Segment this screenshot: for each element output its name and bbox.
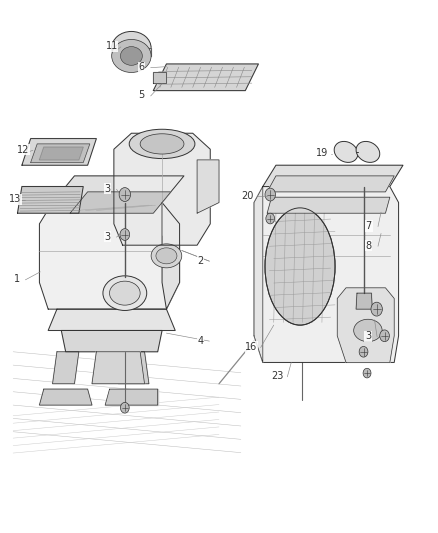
Polygon shape — [39, 147, 83, 160]
Text: 11: 11 — [106, 42, 118, 51]
Circle shape — [266, 213, 275, 224]
Polygon shape — [92, 352, 145, 384]
Text: 20: 20 — [241, 191, 254, 200]
Ellipse shape — [356, 141, 380, 163]
Polygon shape — [53, 176, 184, 203]
Polygon shape — [31, 144, 90, 163]
Text: 3: 3 — [104, 184, 110, 193]
Ellipse shape — [265, 208, 335, 325]
Polygon shape — [112, 48, 151, 56]
Ellipse shape — [353, 319, 382, 342]
Ellipse shape — [110, 281, 140, 305]
Circle shape — [359, 346, 368, 357]
Ellipse shape — [103, 276, 147, 310]
Text: 16: 16 — [245, 342, 258, 352]
Text: 19: 19 — [316, 148, 328, 158]
Ellipse shape — [334, 141, 358, 163]
Polygon shape — [267, 176, 394, 192]
Polygon shape — [61, 330, 162, 352]
Text: 4: 4 — [197, 336, 203, 345]
Ellipse shape — [156, 248, 177, 264]
Text: 3: 3 — [365, 332, 371, 341]
Polygon shape — [48, 309, 175, 330]
Text: 2: 2 — [198, 256, 204, 265]
Text: 3: 3 — [104, 232, 110, 241]
Ellipse shape — [140, 134, 184, 154]
Text: 5: 5 — [138, 91, 145, 100]
Polygon shape — [70, 192, 171, 213]
Polygon shape — [53, 352, 79, 384]
Ellipse shape — [348, 314, 388, 346]
Ellipse shape — [112, 31, 151, 64]
Circle shape — [371, 302, 382, 316]
Ellipse shape — [151, 244, 182, 268]
Polygon shape — [197, 160, 219, 213]
Polygon shape — [162, 203, 180, 309]
Polygon shape — [153, 64, 258, 91]
Polygon shape — [153, 72, 166, 83]
Polygon shape — [22, 139, 96, 165]
Polygon shape — [118, 352, 149, 384]
Polygon shape — [18, 187, 83, 213]
Polygon shape — [337, 288, 394, 362]
Ellipse shape — [129, 130, 195, 159]
Circle shape — [265, 188, 276, 201]
Circle shape — [380, 330, 389, 342]
Polygon shape — [254, 187, 263, 362]
Polygon shape — [39, 389, 92, 405]
Polygon shape — [105, 389, 158, 405]
Polygon shape — [356, 293, 372, 309]
Text: 1: 1 — [14, 274, 20, 284]
Text: 23: 23 — [272, 372, 284, 381]
Ellipse shape — [112, 39, 151, 72]
Ellipse shape — [120, 47, 142, 65]
Text: 13: 13 — [9, 195, 21, 204]
Polygon shape — [267, 197, 390, 213]
Polygon shape — [39, 203, 180, 309]
Polygon shape — [114, 133, 210, 245]
Text: 8: 8 — [366, 241, 372, 251]
Circle shape — [363, 368, 371, 378]
Circle shape — [120, 229, 130, 240]
Text: 12: 12 — [17, 145, 29, 155]
Circle shape — [120, 402, 129, 413]
Text: 6: 6 — [138, 62, 145, 72]
Text: 7: 7 — [366, 221, 372, 231]
Circle shape — [119, 188, 131, 201]
Polygon shape — [263, 165, 403, 187]
Polygon shape — [254, 187, 399, 362]
